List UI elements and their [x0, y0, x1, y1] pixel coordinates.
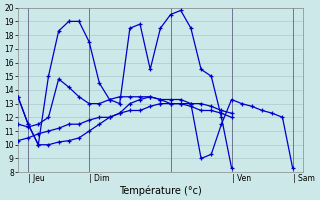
X-axis label: Température (°c): Température (°c): [119, 185, 202, 196]
